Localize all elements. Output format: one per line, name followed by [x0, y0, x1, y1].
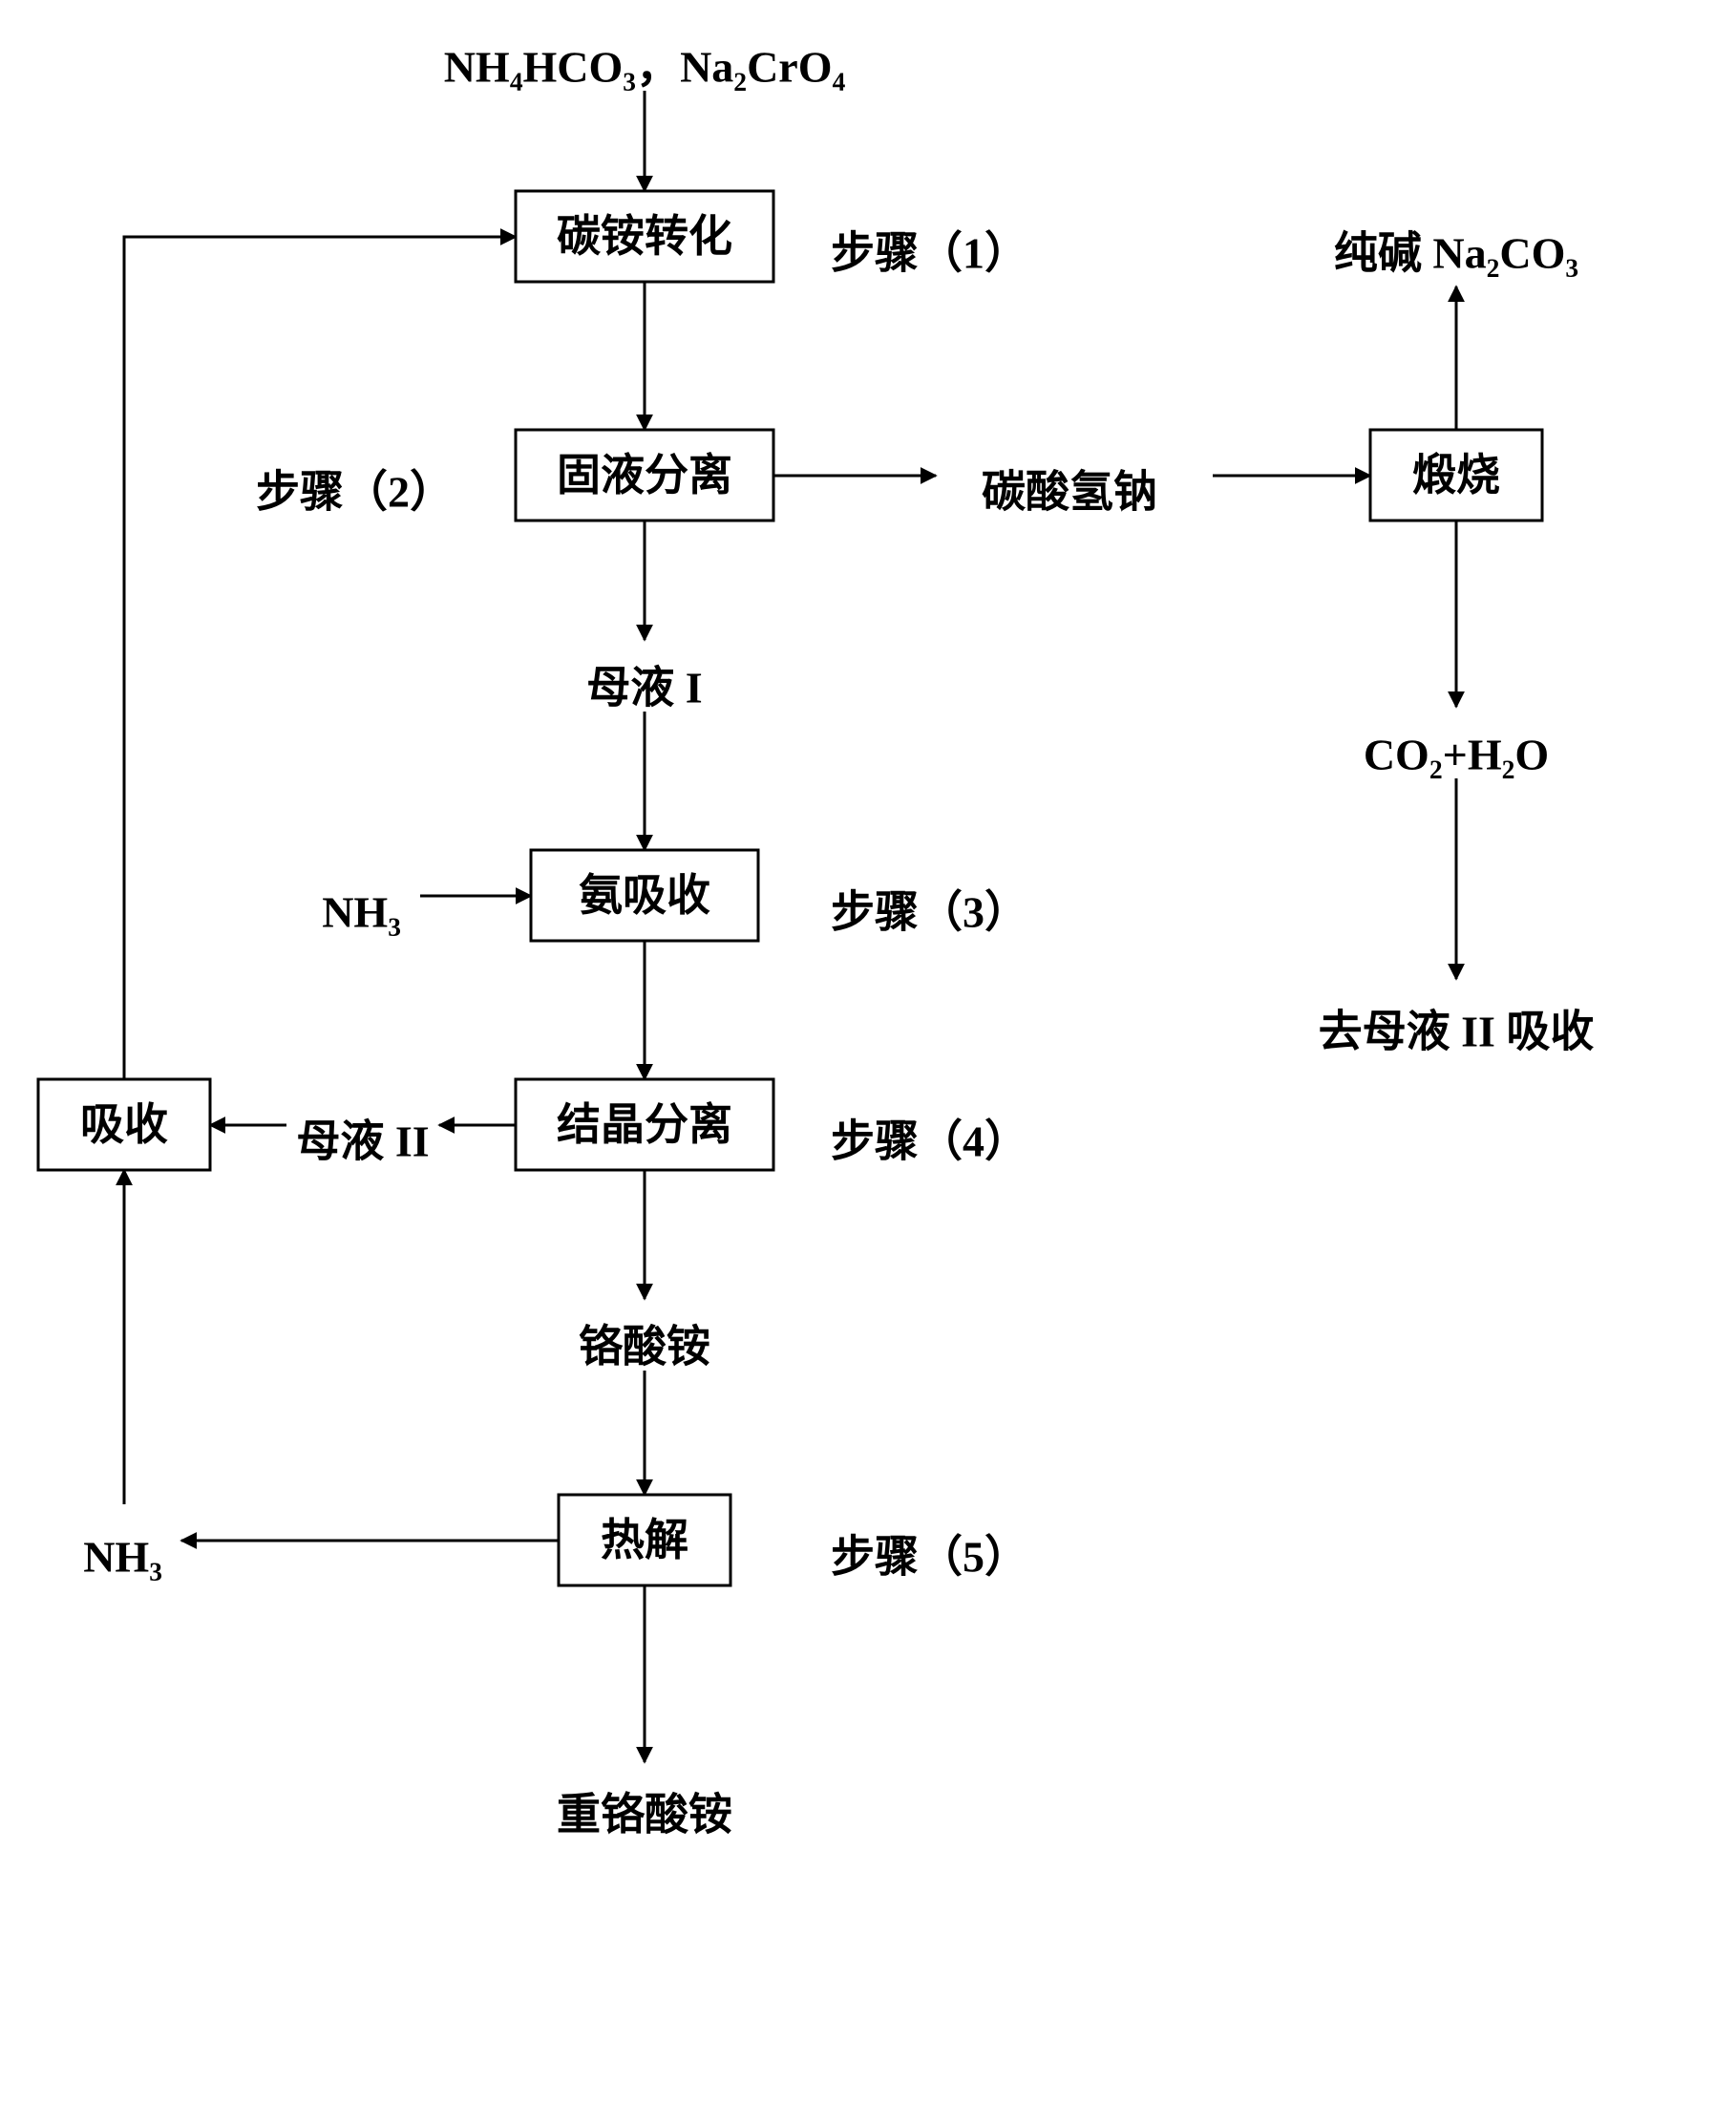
text-t_ml1: 母液 I	[586, 664, 702, 713]
box-label-b4: 结晶分离	[557, 1100, 732, 1149]
box-label-b6: 吸收	[80, 1100, 168, 1149]
text-t_bot: 重铬酸铵	[557, 1791, 732, 1840]
text-t_nh3in: NH₃	[322, 888, 401, 937]
arrow-a_abs_b1	[124, 237, 516, 1079]
text-t_goml2: 去母液 II 吸收	[1319, 1008, 1595, 1056]
box-b2: 固液分离	[516, 430, 773, 521]
text-t_cran: 铬酸铵	[579, 1323, 710, 1372]
box-label-b7: 煅烧	[1412, 451, 1500, 500]
text-t_co2: CO₂+H₂O	[1364, 731, 1549, 779]
text-t_nh3out: NH₃	[83, 1533, 162, 1582]
text-t_nahco3: 碳酸氢钠	[982, 468, 1157, 517]
text-t_top: NH₄HCO₃，Na₂CrO₄	[444, 43, 846, 92]
box-label-b1: 碳铵转化	[557, 212, 732, 261]
box-label-b2: 固液分离	[557, 451, 732, 500]
box-b3: 氨吸收	[531, 850, 758, 941]
box-b5: 热解	[559, 1495, 730, 1585]
flowchart-diagram: 碳铵转化固液分离氨吸收结晶分离热解 吸收 煅烧 NH₄HCO₃，Na₂CrO₄ 步骤（1…	[0, 0, 1736, 2127]
box-b6: 吸收	[38, 1079, 210, 1170]
text-t_ml2: 母液 II	[296, 1117, 429, 1166]
text-t_s5: 步骤（5）	[831, 1533, 1028, 1582]
text-t_s2l: 步骤（2）	[256, 468, 454, 517]
box-label-b5: 热解	[601, 1516, 688, 1564]
box-b7: 煅烧	[1370, 430, 1542, 521]
text-t_soda: 纯碱 Na₂CO₃	[1334, 229, 1578, 278]
text-t_s4: 步骤（4）	[831, 1117, 1028, 1166]
box-label-b3: 氨吸收	[579, 871, 710, 920]
text-t_s1: 步骤（1）	[831, 229, 1028, 278]
box-b4: 结晶分离	[516, 1079, 773, 1170]
text-t_s3: 步骤（3）	[831, 888, 1028, 937]
box-b1: 碳铵转化	[516, 191, 773, 282]
